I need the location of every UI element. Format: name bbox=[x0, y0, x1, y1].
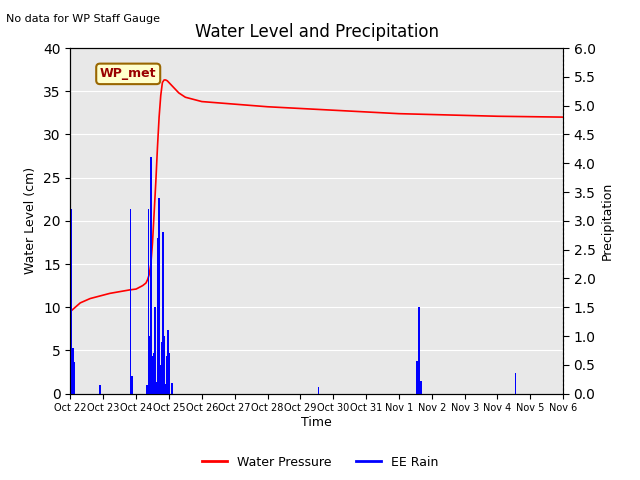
Title: Water Level and Precipitation: Water Level and Precipitation bbox=[195, 23, 439, 41]
Legend: Water Pressure, EE Rain: Water Pressure, EE Rain bbox=[196, 451, 444, 474]
Bar bbox=[74, 362, 75, 394]
Bar bbox=[164, 384, 166, 394]
Text: WP_met: WP_met bbox=[100, 67, 156, 80]
Bar bbox=[152, 356, 153, 394]
Bar bbox=[169, 353, 170, 394]
Bar bbox=[515, 373, 516, 394]
Bar bbox=[162, 232, 164, 394]
Bar bbox=[161, 342, 162, 394]
Y-axis label: Water Level (cm): Water Level (cm) bbox=[24, 167, 38, 275]
Bar bbox=[159, 365, 161, 394]
Bar bbox=[420, 381, 422, 394]
Bar bbox=[149, 336, 151, 394]
Bar bbox=[70, 209, 72, 394]
Bar bbox=[167, 330, 169, 394]
Bar bbox=[72, 348, 74, 394]
Text: No data for WP Staff Gauge: No data for WP Staff Gauge bbox=[6, 14, 161, 24]
Bar bbox=[416, 361, 418, 394]
Bar bbox=[166, 356, 168, 394]
Bar bbox=[419, 307, 420, 394]
Bar bbox=[99, 385, 100, 394]
Bar bbox=[146, 385, 148, 394]
Bar bbox=[150, 157, 152, 394]
X-axis label: Time: Time bbox=[301, 416, 332, 429]
Bar bbox=[163, 336, 165, 394]
Bar bbox=[317, 387, 319, 394]
Bar bbox=[156, 382, 157, 394]
Bar bbox=[130, 209, 131, 394]
Bar bbox=[172, 383, 173, 394]
Bar bbox=[154, 307, 156, 394]
Bar bbox=[153, 353, 154, 394]
Bar bbox=[158, 198, 159, 394]
Bar bbox=[148, 209, 149, 394]
Y-axis label: Precipitation: Precipitation bbox=[601, 181, 614, 260]
Bar bbox=[131, 376, 133, 394]
Bar bbox=[157, 238, 158, 394]
